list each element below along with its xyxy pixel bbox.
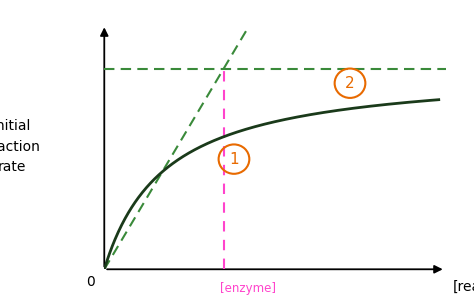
Text: [reactant]: [reactant] <box>452 279 474 293</box>
Text: 1: 1 <box>229 151 239 167</box>
Text: 0: 0 <box>86 274 95 289</box>
Text: 2: 2 <box>345 76 355 91</box>
Text: initial
reaction
rate: initial reaction rate <box>0 119 41 174</box>
Text: [enzyme]: [enzyme] <box>220 282 276 295</box>
